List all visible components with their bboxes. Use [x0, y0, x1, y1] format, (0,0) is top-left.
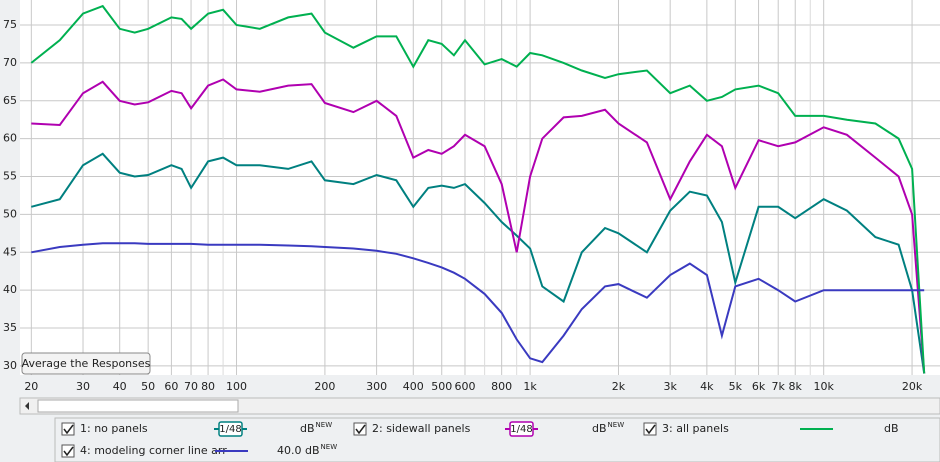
smoothing-label: 1/48	[510, 424, 532, 435]
y-tick-label: 65	[3, 94, 17, 107]
legend-check[interactable]	[645, 424, 656, 435]
x-tick-label: 2k	[612, 380, 626, 393]
legend-checkbox[interactable]	[353, 422, 367, 436]
average-button-label[interactable]: Average the Responses	[22, 357, 151, 370]
y-tick-label: 60	[3, 132, 17, 145]
y-tick-label: 55	[3, 170, 17, 183]
x-tick-label: 3k	[663, 380, 677, 393]
series-line	[31, 78, 926, 374]
scroll-left[interactable]	[25, 402, 29, 410]
x-tick-label: 800	[491, 380, 512, 393]
smoothing-box	[218, 421, 243, 437]
legend-name: 2: sidewall panels	[372, 422, 471, 435]
y-tick-label: 45	[3, 245, 17, 258]
average-button[interactable]	[21, 352, 151, 375]
legend-unit: dB	[884, 422, 899, 435]
new-badge: NEW	[608, 421, 625, 429]
legend-name: 1: no panels	[80, 422, 148, 435]
x-tick-label: 1k	[523, 380, 537, 393]
legend-checkbox[interactable]	[61, 444, 75, 458]
legend-check[interactable]	[355, 424, 366, 435]
x-tick-label: 50	[141, 380, 155, 393]
legend-name: 3: all panels	[662, 422, 729, 435]
legend-panel	[54, 417, 940, 462]
x-tick-label: 20	[24, 380, 38, 393]
legend-unit: dB	[300, 422, 315, 435]
series-line	[31, 242, 925, 364]
legend-checkbox[interactable]	[61, 422, 75, 436]
legend-name: 4: modeling corner line arr	[80, 444, 227, 457]
legend-check[interactable]	[63, 424, 74, 435]
x-tick-label: 8k	[789, 380, 803, 393]
smoothing-label: 1/48	[219, 424, 241, 435]
x-tick-label: 30	[76, 380, 90, 393]
x-tick-label: 500	[431, 380, 452, 393]
x-tick-label: 60	[164, 380, 178, 393]
x-tick-label: 5k	[729, 380, 743, 393]
new-badge: NEW	[321, 443, 338, 451]
x-tick-label: 20k	[902, 380, 923, 393]
series-line	[30, 4, 926, 374]
x-tick-label: 200	[314, 380, 335, 393]
scroll-thumb[interactable]	[37, 399, 239, 413]
x-tick-label: 40	[113, 380, 127, 393]
legend-checkbox[interactable]	[643, 422, 657, 436]
x-tick-label: 7k	[772, 380, 786, 393]
x-tick-label: 300	[366, 380, 387, 393]
legend-unit: 40.0 dB	[277, 444, 320, 457]
x-tick-label: 80	[201, 380, 215, 393]
smoothing-box	[509, 421, 534, 437]
y-tick-label: 30	[3, 359, 17, 372]
y-tick-label: 70	[3, 56, 17, 69]
series-line	[31, 152, 926, 374]
y-axis-strip	[0, 0, 20, 375]
y-tick-label: 35	[3, 321, 17, 334]
legend-unit: dB	[592, 422, 607, 435]
y-tick-label: 40	[3, 283, 17, 296]
scrollbar[interactable]	[19, 397, 940, 415]
x-tick-label: 70	[184, 380, 198, 393]
y-tick-label: 50	[3, 207, 17, 220]
new-badge: NEW	[316, 421, 333, 429]
x-tick-label: 10k	[813, 380, 834, 393]
legend-check[interactable]	[63, 446, 74, 457]
plot-area	[20, 0, 940, 375]
x-tick-label: 4k	[700, 380, 714, 393]
y-tick-label: 75	[3, 18, 17, 31]
x-tick-label: 100	[226, 380, 247, 393]
x-tick-label: 400	[403, 380, 424, 393]
x-tick-label: 6k	[752, 380, 766, 393]
x-tick-label: 600	[454, 380, 475, 393]
